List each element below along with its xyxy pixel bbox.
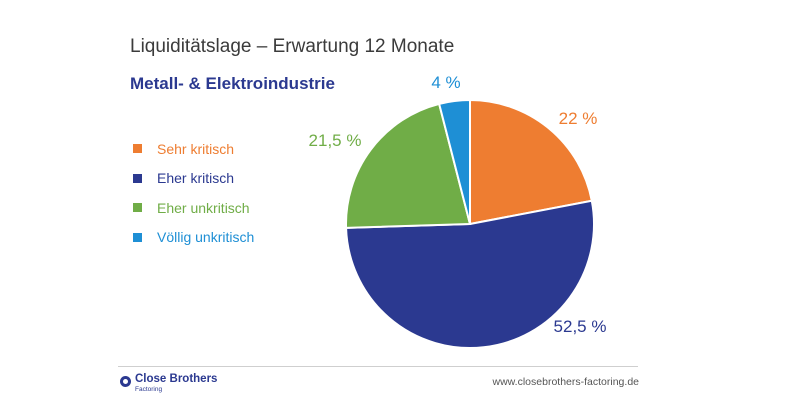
data-label-sehr-kritisch: 22 % (559, 109, 598, 128)
pie-slice-eher-unkritisch (345, 102, 472, 229)
data-label-voellig-unkritisch: 4 % (431, 73, 460, 92)
logo-name: Close Brothers (135, 373, 218, 385)
footer-divider (118, 366, 638, 367)
legend-item-sehr-kritisch: Sehr kritisch (133, 134, 254, 164)
legend-item-eher-kritisch: Eher kritisch (133, 164, 254, 194)
legend-item-eher-unkritisch: Eher unkritisch (133, 193, 254, 223)
pie-slice-sehr-kritisch (469, 98, 593, 226)
footer-url: www.closebrothers-factoring.de (492, 376, 639, 388)
legend-label-voellig-unkritisch: Völlig unkritisch (157, 229, 255, 246)
logo-subtitle: Factoring (135, 385, 163, 393)
pie-slice-voellig-unkritisch (437, 98, 471, 225)
close-brothers-logo: Close Brothers Factoring (120, 373, 218, 393)
legend-label-eher-unkritisch: Eher unkritisch (157, 199, 250, 216)
legend-swatch-voellig-unkritisch (133, 232, 142, 242)
logo-ring-icon (120, 376, 131, 387)
data-label-eher-unkritisch: 21,5 % (309, 131, 362, 150)
legend-swatch-eher-kritisch (133, 173, 142, 183)
pie-slice-eher-kritisch (345, 199, 595, 350)
data-label-eher-kritisch: 52,5 % (554, 317, 607, 336)
legend-item-voellig-unkritisch: Völlig unkritisch (133, 223, 254, 253)
legend-label-sehr-kritisch: Sehr kritisch (157, 140, 235, 157)
legend: Sehr kritisch Eher kritisch Eher unkriti… (133, 134, 254, 252)
chart-subtitle: Metall- & Elektroindustrie (130, 74, 335, 93)
legend-swatch-eher-unkritisch (133, 203, 142, 213)
chart-title: Liquiditätslage – Erwartung 12 Monate (130, 36, 455, 57)
legend-swatch-sehr-kritisch (133, 144, 142, 154)
legend-label-eher-kritisch: Eher kritisch (157, 170, 235, 187)
